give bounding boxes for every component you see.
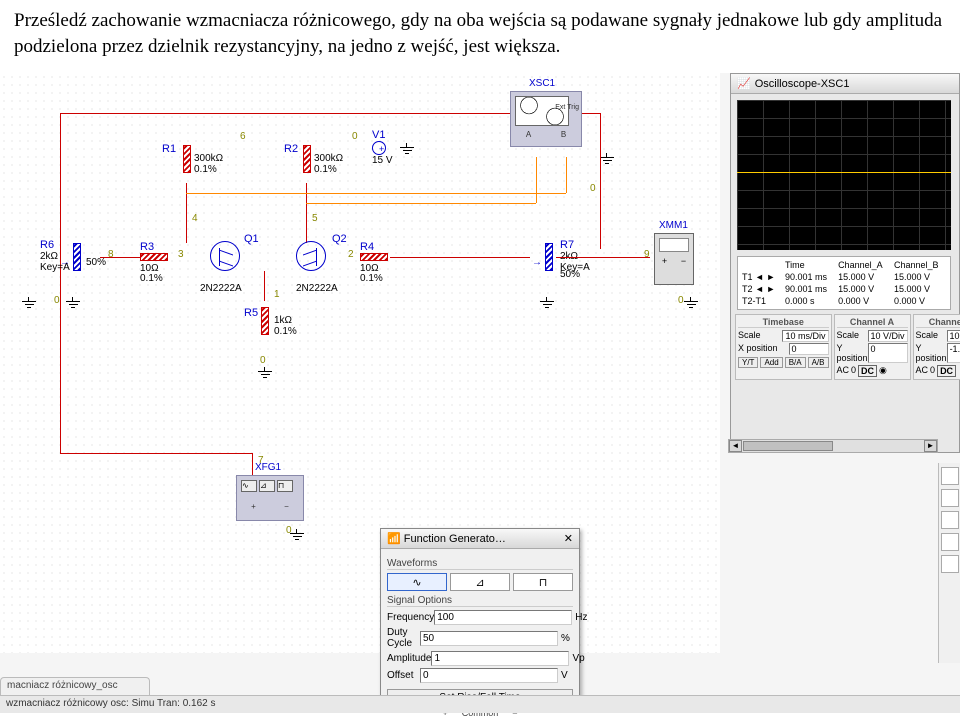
probe-wire bbox=[306, 203, 536, 204]
exercise-text: Prześledź zachowanie wzmacniacza różnico… bbox=[0, 0, 960, 73]
scope-chan-a: Channel A Scale10 V/Div Y position0 AC 0… bbox=[834, 314, 911, 380]
v1-value: 15 V bbox=[372, 155, 393, 166]
probe-wire bbox=[536, 157, 537, 203]
ground-icon bbox=[600, 153, 614, 165]
scope-title-text: Oscilloscope-XSC1 bbox=[755, 78, 850, 90]
multimeter-icon[interactable]: XMM1 +− bbox=[654, 233, 694, 285]
mode-yt[interactable]: Y/T bbox=[738, 357, 758, 368]
fg-amplitude-input[interactable] bbox=[431, 651, 569, 666]
node-number: 4 bbox=[192, 213, 198, 224]
ground-icon bbox=[684, 297, 698, 309]
xsc1-label: XSC1 bbox=[529, 78, 555, 89]
ground-icon bbox=[258, 367, 272, 379]
ground-icon bbox=[540, 297, 554, 309]
wire bbox=[390, 257, 530, 258]
node-number: 0 bbox=[352, 131, 358, 142]
right-toolbar bbox=[938, 463, 960, 663]
fg-frequency-input[interactable] bbox=[434, 610, 572, 625]
probe-wire bbox=[566, 157, 567, 193]
scope-screen[interactable] bbox=[737, 100, 951, 250]
schematic-canvas[interactable]: V1 + 15 V R1 300kΩ 0.1% R2 300kΩ 0.1% bbox=[0, 73, 720, 653]
mode-ba[interactable]: B/A bbox=[785, 357, 806, 368]
workspace: V1 + 15 V R1 300kΩ 0.1% R2 300kΩ 0.1% bbox=[0, 73, 960, 713]
status-bar: wzmacniacz różnicowy osc: Simu Tran: 0.1… bbox=[0, 695, 960, 713]
wire bbox=[60, 273, 61, 453]
scope-ports: A B bbox=[511, 130, 581, 139]
ground-icon bbox=[22, 297, 36, 309]
mode-ab[interactable]: A/B bbox=[808, 357, 829, 368]
oscilloscope-icon[interactable]: XSC1 Ext Trig A B bbox=[510, 91, 582, 147]
fg-duty-input[interactable] bbox=[420, 631, 558, 646]
wire bbox=[556, 257, 650, 258]
resistor-r2[interactable] bbox=[300, 145, 314, 185]
fg-titlebar[interactable]: 📶 Function Generato… ✕ bbox=[381, 529, 579, 549]
scope-scrollbar-h[interactable]: ◄ ► bbox=[728, 439, 938, 453]
exercise-text-content: Prześledź zachowanie wzmacniacza różnico… bbox=[14, 10, 942, 57]
mode-add[interactable]: Add bbox=[760, 357, 782, 368]
ground-icon bbox=[66, 297, 80, 309]
transistor-q1[interactable] bbox=[210, 241, 240, 271]
fg-wave-square[interactable]: ⊓ bbox=[513, 573, 573, 591]
transistor-q2[interactable] bbox=[296, 241, 326, 271]
function-generator-icon[interactable]: XFG1 ∿⊿⊓ +− bbox=[236, 475, 304, 521]
scope-timebase: Timebase Scale10 ms/Div X position0 Y/T … bbox=[735, 314, 832, 380]
close-icon[interactable]: ✕ bbox=[564, 532, 573, 545]
wire bbox=[186, 183, 187, 243]
wire bbox=[306, 183, 307, 243]
scope-preview-wave bbox=[515, 96, 569, 126]
scrollbar-thumb[interactable] bbox=[743, 441, 833, 451]
status-text: wzmacniacz różnicowy osc: Simu Tran: 0.1… bbox=[6, 698, 216, 711]
node-number: 5 bbox=[312, 213, 318, 224]
scope-titlebar[interactable]: 📈 Oscilloscope-XSC1 bbox=[731, 74, 959, 94]
r1-labels: R1 bbox=[162, 143, 176, 155]
sheet-tab[interactable]: macniacz różnicowy_osc bbox=[0, 677, 150, 695]
toolbar-button[interactable] bbox=[941, 533, 959, 551]
scope-readout: Time Channel_A Channel_B T1 ◄ ► 90.001 m… bbox=[737, 256, 951, 310]
oscilloscope-window[interactable]: 📈 Oscilloscope-XSC1 Time Channel_A Chann… bbox=[730, 73, 960, 453]
scope-controls: Timebase Scale10 ms/Div X position0 Y/T … bbox=[731, 314, 959, 380]
node-number: 6 bbox=[240, 131, 246, 142]
fg-wave-tri[interactable]: ⊿ bbox=[450, 573, 510, 591]
ground-icon bbox=[290, 529, 304, 541]
wire bbox=[60, 453, 252, 454]
toolbar-button[interactable] bbox=[941, 555, 959, 573]
wire bbox=[252, 453, 253, 475]
fg-waveforms-label: Waveforms bbox=[387, 558, 573, 570]
fg-offset-input[interactable] bbox=[420, 668, 558, 683]
resistor-r3[interactable]: R3 10Ω 0.1% bbox=[140, 253, 168, 261]
fg-icon: 📶 bbox=[387, 533, 401, 545]
resistor-r5[interactable] bbox=[258, 307, 272, 347]
scope-icon: 📈 bbox=[737, 77, 751, 90]
fg-wave-sine[interactable]: ∿ bbox=[387, 573, 447, 591]
fg-signal-label: Signal Options bbox=[387, 595, 573, 607]
ground-icon bbox=[400, 143, 414, 155]
toolbar-button[interactable] bbox=[941, 489, 959, 507]
wire bbox=[264, 271, 265, 301]
probe-wire bbox=[186, 193, 566, 194]
wire bbox=[600, 113, 601, 249]
toolbar-button[interactable] bbox=[941, 511, 959, 529]
function-generator-window[interactable]: 📶 Function Generato… ✕ Waveforms ∿ ⊿ ⊓ S… bbox=[380, 528, 580, 704]
resistor-r1[interactable] bbox=[180, 145, 194, 185]
toolbar-button[interactable] bbox=[941, 467, 959, 485]
resistor-r4[interactable]: R4 10Ω 0.1% bbox=[360, 253, 388, 261]
source-v1[interactable]: V1 + 15 V bbox=[372, 129, 393, 166]
v1-label: V1 bbox=[372, 129, 393, 141]
scope-chan-b: Channel B Scale10 V/Div Y position-1.4 A… bbox=[913, 314, 960, 380]
